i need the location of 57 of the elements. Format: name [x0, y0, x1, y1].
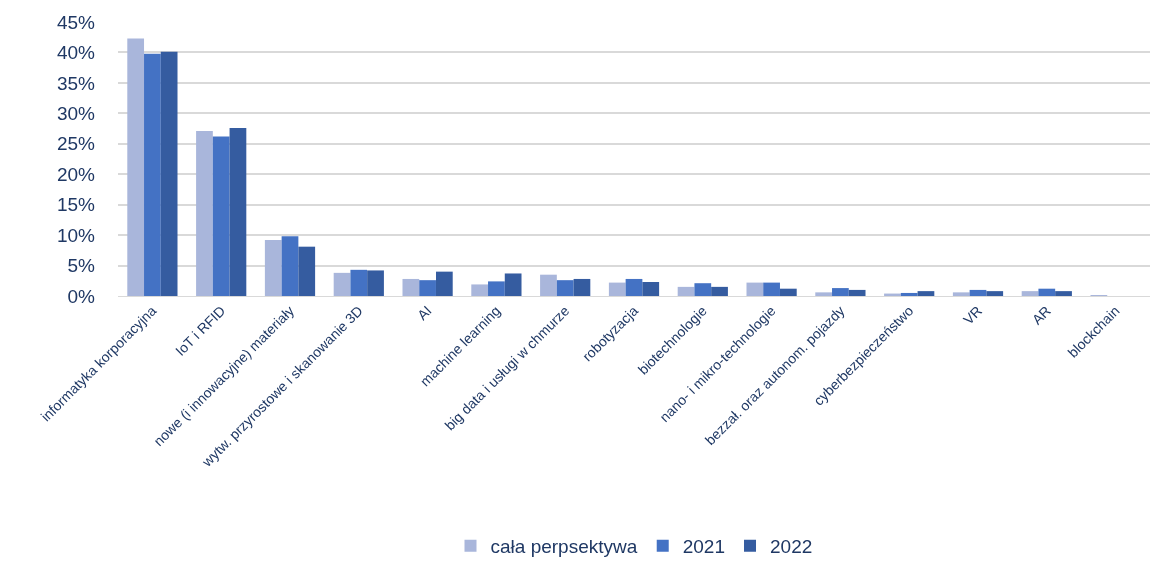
x-tick-label: AI: [414, 302, 435, 324]
bar: [298, 246, 316, 296]
bar: [556, 280, 574, 296]
y-tick-label: 40%: [56, 42, 96, 64]
x-tick-label: AR: [1028, 302, 1054, 328]
bar: [196, 130, 213, 296]
bar: [848, 289, 866, 296]
bar: [144, 53, 161, 296]
bar: [694, 283, 712, 296]
bar: [435, 271, 453, 296]
bar: [952, 292, 970, 296]
bar: [333, 272, 351, 296]
bar: [900, 292, 918, 296]
y-tick-label: 20%: [56, 163, 96, 185]
bar: [832, 288, 849, 296]
y-tick-label: 5%: [67, 255, 96, 277]
bar: [608, 282, 626, 296]
bar: [763, 282, 780, 296]
y-tick-label: 10%: [56, 224, 96, 246]
bar: [402, 278, 420, 296]
legend-label: cała perpsektywa: [490, 536, 638, 558]
bar: [160, 51, 178, 296]
bar: [127, 38, 145, 296]
bar: [1055, 291, 1072, 296]
bar: [746, 282, 764, 296]
y-tick-label: 45%: [56, 11, 96, 33]
bar: [350, 269, 368, 296]
bar: [815, 292, 833, 296]
y-tick-label: 0%: [67, 285, 96, 307]
bar: [540, 274, 557, 296]
bar: [677, 286, 695, 296]
legend-label: 2022: [770, 536, 813, 558]
y-tick-label: 25%: [56, 133, 96, 155]
bar: [471, 284, 489, 296]
x-tick-label: VR: [960, 302, 986, 328]
bar: [573, 278, 591, 296]
bar: [779, 288, 797, 296]
y-tick-label: 15%: [56, 194, 96, 216]
y-tick-label: 35%: [56, 72, 96, 94]
bar: [642, 282, 660, 296]
bar: [504, 273, 522, 296]
bar: [212, 136, 230, 296]
bar: [969, 289, 987, 296]
bar: [917, 291, 935, 296]
legend-label: 2021: [682, 536, 726, 558]
bar: [625, 278, 643, 296]
bar: [488, 281, 505, 296]
bar: [986, 291, 1004, 296]
bar: [419, 280, 436, 296]
bar: [264, 239, 282, 296]
bar: [229, 127, 247, 296]
bar: [281, 236, 299, 296]
bar: [1021, 291, 1039, 296]
bar: [1038, 288, 1056, 296]
bar: [367, 270, 384, 296]
y-tick-label: 30%: [56, 102, 96, 124]
bar: [711, 286, 728, 296]
